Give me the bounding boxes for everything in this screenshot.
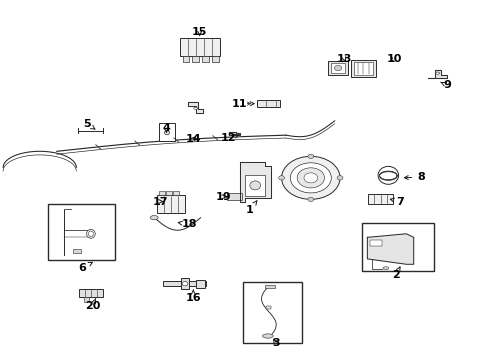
Circle shape — [182, 282, 187, 286]
Text: 1: 1 — [245, 201, 257, 216]
Text: 7: 7 — [389, 197, 404, 207]
Text: 19: 19 — [215, 192, 231, 202]
Bar — [245, 175, 264, 196]
Text: 20: 20 — [84, 298, 100, 311]
Ellipse shape — [249, 181, 260, 190]
Text: 13: 13 — [336, 54, 351, 64]
Text: 14: 14 — [185, 134, 201, 144]
Circle shape — [281, 156, 339, 199]
Text: 4: 4 — [162, 123, 170, 133]
Text: 5: 5 — [83, 119, 95, 129]
Ellipse shape — [88, 231, 93, 237]
Bar — [158, 191, 164, 195]
Text: 18: 18 — [178, 220, 197, 229]
Bar — [369, 240, 381, 246]
Ellipse shape — [193, 107, 197, 109]
Text: 15: 15 — [192, 27, 207, 37]
Bar — [73, 249, 81, 253]
Text: 3: 3 — [272, 338, 280, 348]
Bar — [350, 60, 375, 77]
Text: 11: 11 — [231, 99, 254, 109]
Bar — [173, 191, 179, 195]
Ellipse shape — [86, 229, 95, 238]
Bar — [195, 280, 204, 288]
Ellipse shape — [278, 176, 284, 180]
Bar — [256, 100, 280, 107]
Bar — [202, 55, 208, 62]
Ellipse shape — [307, 154, 313, 158]
Circle shape — [297, 168, 324, 188]
Text: 10: 10 — [386, 54, 402, 64]
Ellipse shape — [150, 216, 158, 220]
Text: 2: 2 — [391, 267, 399, 280]
Ellipse shape — [307, 197, 313, 202]
Bar — [83, 297, 89, 302]
Text: 12: 12 — [221, 134, 239, 143]
Bar — [159, 123, 174, 140]
Bar — [367, 194, 392, 204]
Text: 8: 8 — [404, 172, 424, 182]
Text: 9: 9 — [440, 80, 450, 90]
Bar — [181, 278, 188, 289]
Bar — [330, 63, 344, 73]
Ellipse shape — [164, 131, 169, 135]
Bar — [266, 306, 271, 309]
Ellipse shape — [334, 66, 341, 71]
Ellipse shape — [382, 267, 388, 270]
Bar — [180, 38, 220, 56]
Text: 17: 17 — [153, 197, 168, 207]
Polygon shape — [366, 234, 413, 264]
Bar — [182, 55, 189, 62]
Bar — [211, 55, 218, 62]
Polygon shape — [228, 132, 239, 135]
Bar — [165, 191, 171, 195]
Text: 16: 16 — [185, 290, 201, 303]
Text: 6: 6 — [79, 262, 92, 273]
Bar — [192, 55, 199, 62]
Bar — [48, 204, 115, 260]
Ellipse shape — [336, 176, 342, 180]
Bar — [227, 193, 242, 200]
Polygon shape — [427, 70, 447, 78]
Bar — [264, 285, 274, 288]
Polygon shape — [188, 102, 203, 113]
Circle shape — [304, 173, 317, 183]
Bar — [353, 62, 372, 75]
Ellipse shape — [435, 72, 439, 74]
Polygon shape — [239, 162, 271, 202]
Ellipse shape — [262, 334, 273, 338]
Bar — [162, 281, 206, 286]
Bar — [243, 282, 301, 343]
Bar — [157, 195, 184, 213]
Bar — [79, 289, 103, 297]
Bar — [328, 61, 347, 75]
Bar — [361, 223, 433, 271]
Circle shape — [290, 163, 330, 193]
